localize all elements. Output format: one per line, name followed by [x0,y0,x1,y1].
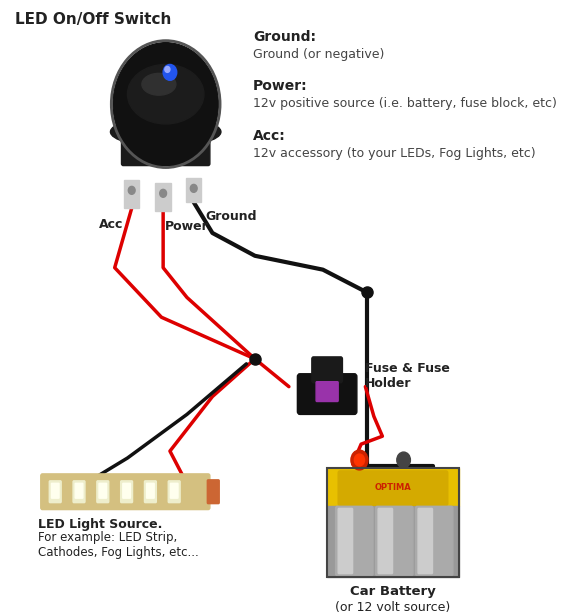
FancyBboxPatch shape [155,184,171,211]
Text: 12v accessory (to your LEDs, Fog Lights, etc): 12v accessory (to your LEDs, Fog Lights,… [253,147,536,160]
Text: 12v positive source (i.e. battery, fuse block, etc): 12v positive source (i.e. battery, fuse … [253,97,557,110]
Circle shape [351,450,368,470]
FancyBboxPatch shape [41,474,210,509]
Circle shape [165,67,170,72]
Text: Ground:: Ground: [253,30,316,44]
Circle shape [397,452,410,468]
Circle shape [163,65,177,80]
Text: Power:: Power: [253,79,308,93]
FancyBboxPatch shape [186,179,201,202]
Ellipse shape [142,73,176,95]
FancyBboxPatch shape [73,481,85,503]
FancyBboxPatch shape [208,480,219,504]
FancyBboxPatch shape [338,508,353,573]
Ellipse shape [110,117,221,147]
FancyBboxPatch shape [124,180,139,208]
Text: (or 12 volt source): (or 12 volt source) [335,601,450,614]
Circle shape [160,189,166,197]
FancyBboxPatch shape [75,484,83,498]
FancyBboxPatch shape [376,506,413,576]
FancyBboxPatch shape [147,484,154,498]
FancyBboxPatch shape [338,471,448,505]
FancyBboxPatch shape [97,481,109,503]
Text: Car Battery: Car Battery [350,585,435,598]
Circle shape [128,187,135,194]
Text: Acc:: Acc: [253,129,286,143]
FancyBboxPatch shape [168,481,180,503]
FancyBboxPatch shape [123,484,131,498]
Circle shape [190,184,197,192]
FancyBboxPatch shape [121,140,210,166]
Text: Acc: Acc [99,218,123,231]
Text: LED On/Off Switch: LED On/Off Switch [15,12,172,27]
FancyBboxPatch shape [316,382,338,402]
Text: For example: LED Strip,
Cathodes, Fog Lights, etc...: For example: LED Strip, Cathodes, Fog Li… [38,532,199,559]
Text: Power: Power [165,220,209,233]
Circle shape [354,454,365,466]
FancyBboxPatch shape [416,506,453,576]
FancyBboxPatch shape [298,374,357,415]
FancyBboxPatch shape [327,506,459,577]
Text: Ground: Ground [206,210,257,223]
FancyBboxPatch shape [99,484,106,498]
FancyBboxPatch shape [418,508,432,573]
FancyBboxPatch shape [121,481,132,503]
FancyBboxPatch shape [327,468,459,506]
Text: OPTIMA: OPTIMA [374,483,411,492]
Text: LED Light Source.: LED Light Source. [38,517,162,530]
FancyBboxPatch shape [51,484,59,498]
FancyBboxPatch shape [336,506,373,576]
Ellipse shape [128,65,204,124]
Text: Fuse & Fuse
Holder: Fuse & Fuse Holder [365,362,450,390]
FancyBboxPatch shape [378,508,392,573]
Circle shape [113,43,218,166]
FancyBboxPatch shape [312,357,342,383]
Text: Ground (or negative): Ground (or negative) [253,47,384,60]
FancyBboxPatch shape [171,484,178,498]
FancyBboxPatch shape [49,481,61,503]
FancyBboxPatch shape [144,481,156,503]
